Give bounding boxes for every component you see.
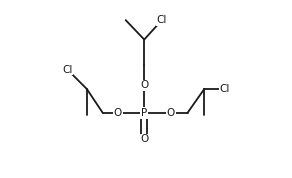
Text: O: O xyxy=(140,80,148,90)
Text: O: O xyxy=(167,108,175,118)
Text: Cl: Cl xyxy=(219,84,230,94)
Text: P: P xyxy=(141,108,147,118)
Text: O: O xyxy=(140,134,148,144)
Text: Cl: Cl xyxy=(62,65,73,75)
Text: O: O xyxy=(114,108,122,118)
Text: Cl: Cl xyxy=(157,15,167,25)
